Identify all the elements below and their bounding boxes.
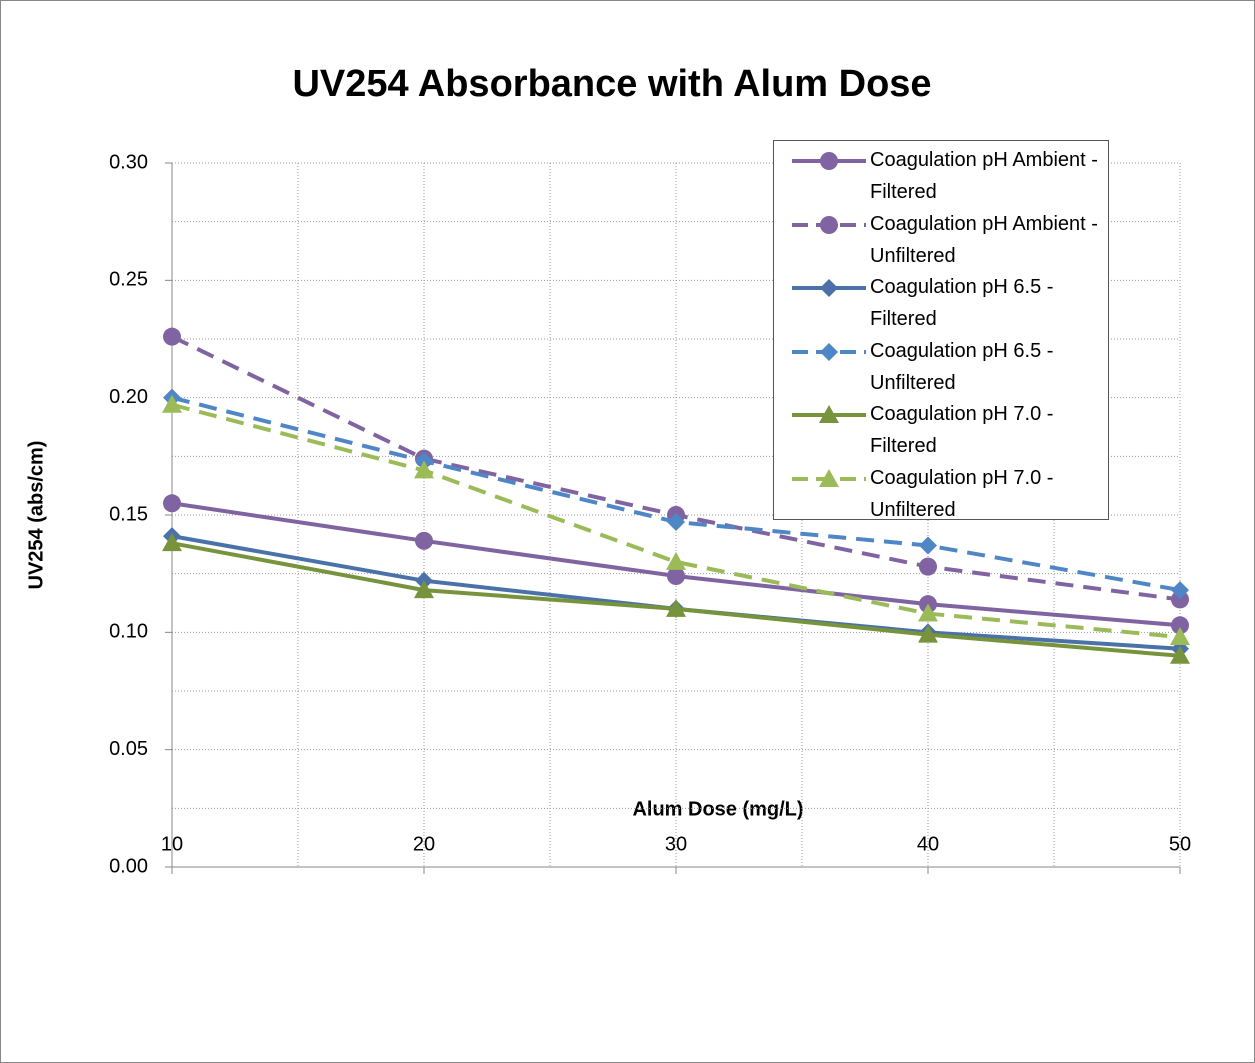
legend-entry: Coagulation pH 6.5 - Unfiltered xyxy=(774,335,1108,399)
legend-entry: Coagulation pH 7.0 - Unfiltered xyxy=(774,462,1108,526)
marker xyxy=(163,327,181,346)
y-tick-label: 0.20 xyxy=(109,386,148,408)
legend-swatch xyxy=(792,405,866,423)
y-tick-label: 0.30 xyxy=(109,151,148,173)
marker xyxy=(1170,645,1190,664)
marker xyxy=(163,494,181,513)
legend: Coagulation pH Ambient - Filtered Coagula… xyxy=(773,140,1109,521)
marker xyxy=(162,394,182,413)
y-axis-label: UV254 (abs/cm) xyxy=(25,441,47,590)
marker xyxy=(819,405,839,423)
legend-label: Coagulation pH 6.5 - Filtered xyxy=(870,276,1054,330)
marker xyxy=(1171,590,1189,609)
marker xyxy=(919,536,937,555)
legend-label: Coagulation pH 7.0 - Unfiltered xyxy=(870,466,1054,521)
marker xyxy=(820,342,838,361)
marker xyxy=(1171,616,1189,635)
series-line xyxy=(171,402,1181,640)
y-tick-label: 0.25 xyxy=(109,269,148,291)
y-tick-label: 0.00 xyxy=(109,855,148,877)
marker xyxy=(1170,627,1190,646)
legend-swatch xyxy=(792,215,866,234)
marker xyxy=(918,603,938,622)
marker xyxy=(415,531,433,550)
legend-label: Coagulation pH Ambient - Filtered xyxy=(870,149,1098,203)
marker xyxy=(820,152,838,170)
y-tick-label: 0.15 xyxy=(109,503,148,525)
marker xyxy=(162,533,182,552)
marker xyxy=(414,460,434,479)
marker xyxy=(1171,581,1189,600)
marker xyxy=(820,215,838,234)
marker xyxy=(819,468,839,487)
y-tick-label: 0.10 xyxy=(109,621,148,643)
x-tick-label: 50 xyxy=(1169,833,1191,855)
legend-entry: Coagulation pH 7.0 - Filtered xyxy=(774,398,1108,462)
x-tick-label: 20 xyxy=(413,833,435,855)
legend-label: Coagulation pH Ambient - Unfiltered xyxy=(870,212,1098,267)
marker xyxy=(919,557,937,576)
marker xyxy=(918,624,938,643)
y-tick-label: 0.05 xyxy=(109,738,148,760)
legend-label: Coagulation pH 6.5 - Unfiltered xyxy=(870,339,1054,394)
marker xyxy=(820,279,838,297)
legend-entry: Coagulation pH 6.5 - Filtered xyxy=(774,271,1108,335)
legend-entry: Coagulation pH Ambient - Filtered xyxy=(774,144,1108,208)
marker xyxy=(666,551,686,570)
legend-swatch xyxy=(792,468,866,487)
marker xyxy=(414,580,434,599)
legend-swatch xyxy=(792,279,866,297)
marker xyxy=(667,567,685,586)
marker xyxy=(667,513,685,532)
legend-swatch xyxy=(792,342,866,361)
legend-label: Coagulation pH 7.0 - Filtered xyxy=(870,403,1054,457)
legend-swatch xyxy=(792,152,866,170)
x-tick-label: 30 xyxy=(665,833,687,855)
marker xyxy=(666,598,686,617)
x-axis-label: Alum Dose (mg/L) xyxy=(632,798,803,820)
legend-entry: Coagulation pH Ambient - Unfiltered xyxy=(774,208,1108,272)
x-tick-label: 40 xyxy=(917,833,939,855)
chart-title: UV254 Absorbance with Alum Dose xyxy=(292,63,931,105)
